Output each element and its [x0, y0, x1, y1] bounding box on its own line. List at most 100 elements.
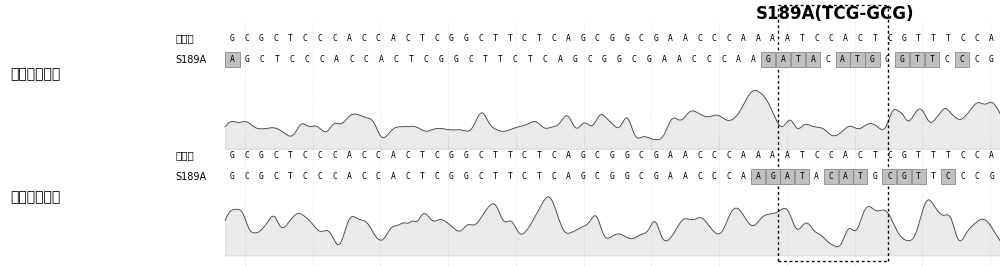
Text: G: G	[449, 151, 454, 160]
Text: C: C	[543, 55, 547, 64]
Text: G: G	[230, 172, 235, 181]
Text: A: A	[781, 55, 786, 64]
FancyBboxPatch shape	[955, 52, 969, 67]
Text: G: G	[438, 55, 443, 64]
Text: T: T	[915, 55, 920, 64]
Text: G: G	[872, 172, 877, 181]
Text: C: C	[632, 55, 637, 64]
FancyBboxPatch shape	[824, 169, 838, 184]
Text: T: T	[483, 55, 488, 64]
Text: C: C	[349, 55, 354, 64]
Text: G: G	[989, 55, 994, 64]
Text: T: T	[537, 172, 541, 181]
Text: A: A	[840, 55, 845, 64]
Text: G: G	[624, 151, 629, 160]
Text: T: T	[799, 34, 804, 43]
FancyBboxPatch shape	[791, 52, 805, 67]
Text: G: G	[610, 151, 614, 160]
Text: C: C	[478, 172, 483, 181]
Text: G: G	[449, 34, 454, 43]
Text: C: C	[587, 55, 592, 64]
Text: C: C	[317, 172, 322, 181]
FancyBboxPatch shape	[925, 52, 939, 67]
Text: S189A: S189A	[175, 55, 206, 65]
Text: T: T	[420, 151, 425, 160]
Text: C: C	[364, 55, 369, 64]
Text: C: C	[960, 172, 965, 181]
Text: G: G	[624, 172, 629, 181]
FancyBboxPatch shape	[882, 169, 896, 184]
Text: G: G	[602, 55, 607, 64]
Text: C: C	[814, 34, 819, 43]
Text: G: G	[870, 55, 875, 64]
Text: C: C	[814, 151, 819, 160]
Text: C: C	[513, 55, 518, 64]
FancyBboxPatch shape	[780, 169, 794, 184]
Text: T: T	[420, 34, 425, 43]
Text: G: G	[259, 151, 264, 160]
Text: A: A	[683, 34, 687, 43]
Text: C: C	[394, 55, 399, 64]
Text: A: A	[683, 151, 687, 160]
Text: G: G	[245, 55, 250, 64]
Text: C: C	[361, 172, 366, 181]
Text: T: T	[931, 172, 936, 181]
Text: A: A	[770, 151, 775, 160]
Text: C: C	[376, 151, 381, 160]
Text: A: A	[230, 55, 235, 64]
Text: C: C	[712, 151, 717, 160]
Text: A: A	[668, 34, 673, 43]
Text: T: T	[288, 172, 293, 181]
Text: C: C	[522, 34, 527, 43]
Text: C: C	[303, 34, 308, 43]
Text: A: A	[566, 172, 571, 181]
Text: S189A(TCG-GCG): S189A(TCG-GCG)	[756, 5, 914, 23]
Text: C: C	[361, 34, 366, 43]
Text: C: C	[595, 172, 600, 181]
Text: C: C	[405, 151, 410, 160]
Text: G: G	[617, 55, 622, 64]
Text: C: C	[887, 151, 892, 160]
FancyBboxPatch shape	[795, 169, 809, 184]
FancyBboxPatch shape	[225, 52, 240, 67]
Text: A: A	[785, 34, 790, 43]
Text: G: G	[610, 172, 614, 181]
Text: T: T	[493, 151, 498, 160]
FancyBboxPatch shape	[910, 52, 924, 67]
Text: G: G	[453, 55, 458, 64]
Text: C: C	[887, 172, 892, 181]
FancyBboxPatch shape	[836, 52, 850, 67]
Text: C: C	[317, 34, 322, 43]
Text: T: T	[945, 34, 950, 43]
Text: C: C	[468, 55, 473, 64]
Text: T: T	[872, 34, 877, 43]
Text: C: C	[478, 34, 483, 43]
Text: A: A	[756, 151, 760, 160]
Text: G: G	[449, 172, 454, 181]
Text: T: T	[916, 172, 921, 181]
Text: G: G	[900, 55, 905, 64]
Text: T: T	[931, 151, 936, 160]
Text: A: A	[668, 151, 673, 160]
Text: T: T	[507, 172, 512, 181]
Text: G: G	[647, 55, 652, 64]
FancyBboxPatch shape	[850, 52, 865, 67]
Text: C: C	[376, 34, 381, 43]
Text: C: C	[244, 151, 249, 160]
Text: C: C	[317, 151, 322, 160]
Text: C: C	[639, 172, 644, 181]
Text: T: T	[537, 151, 541, 160]
Text: C: C	[290, 55, 294, 64]
Text: C: C	[829, 34, 833, 43]
Text: T: T	[409, 55, 413, 64]
Text: A: A	[756, 172, 760, 181]
Text: T: T	[288, 34, 293, 43]
Text: C: C	[721, 55, 726, 64]
Text: C: C	[712, 34, 717, 43]
Text: C: C	[959, 55, 964, 64]
Text: C: C	[960, 151, 965, 160]
Text: C: C	[639, 151, 644, 160]
Text: A: A	[770, 34, 775, 43]
Text: C: C	[522, 151, 527, 160]
Text: T: T	[931, 34, 936, 43]
